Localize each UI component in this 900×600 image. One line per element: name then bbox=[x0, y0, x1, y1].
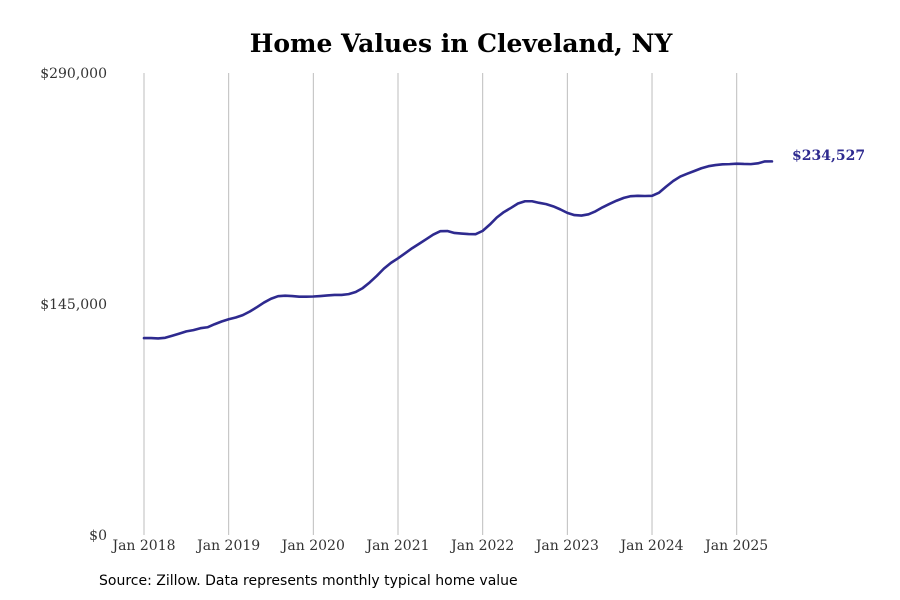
y-tick-label-top: $290,000 bbox=[40, 66, 107, 82]
x-tick-label: Jan 2019 bbox=[195, 538, 260, 554]
y-tick-label-bottom: $0 bbox=[89, 528, 107, 544]
chart-title: Home Values in Cleveland, NY bbox=[250, 29, 674, 58]
x-tick-label: Jan 2024 bbox=[618, 538, 683, 554]
x-tick-label: Jan 2021 bbox=[364, 538, 429, 554]
x-axis-tick-labels: Jan 2018 Jan 2019 Jan 2020 Jan 2021 Jan 2022… bbox=[110, 538, 768, 554]
latest-value-label: $234,527 bbox=[792, 148, 865, 164]
x-tick-label: Jan 2018 bbox=[110, 538, 175, 554]
source-note: Source: Zillow. Data represents monthly … bbox=[99, 573, 518, 589]
x-tick-label: Jan 2025 bbox=[703, 538, 768, 554]
x-tick-label: Jan 2022 bbox=[449, 538, 514, 554]
x-tick-label: Jan 2023 bbox=[534, 538, 599, 554]
y-tick-label-mid: $145,000 bbox=[40, 297, 107, 313]
home-value-series-line bbox=[142, 160, 774, 340]
vertical-gridlines bbox=[143, 73, 738, 535]
x-tick-label: Jan 2020 bbox=[280, 538, 345, 554]
